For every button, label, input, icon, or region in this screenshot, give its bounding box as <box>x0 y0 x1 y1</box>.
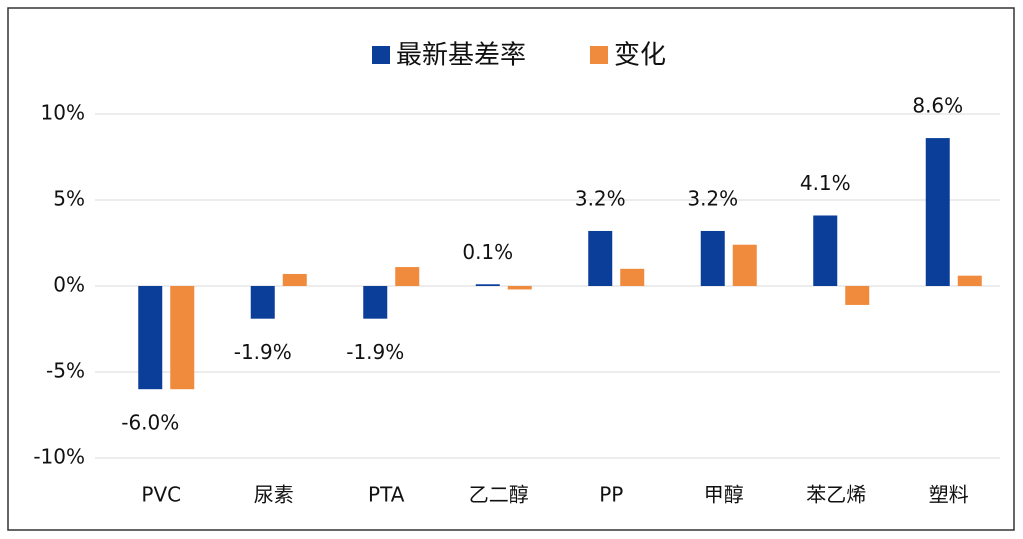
x-tick-label: PVC <box>141 483 181 507</box>
bar <box>363 286 388 319</box>
data-label: -6.0% <box>121 411 179 435</box>
data-label: 3.2% <box>687 186 738 210</box>
bar <box>138 286 163 390</box>
x-tick-label: 尿素 <box>254 483 294 507</box>
bar <box>588 230 613 286</box>
y-tick-label: 5% <box>53 187 85 211</box>
legend-swatch <box>372 46 390 64</box>
data-label: 4.1% <box>800 171 851 195</box>
chart-border <box>7 7 1015 531</box>
data-label: 3.2% <box>575 186 626 210</box>
x-tick-label: 塑料 <box>929 483 969 507</box>
data-label: 0.1% <box>462 240 513 264</box>
bar <box>700 230 725 286</box>
bar <box>250 286 275 319</box>
data-label: -1.9% <box>234 340 292 364</box>
bar <box>282 273 307 286</box>
bar <box>925 138 950 286</box>
bar <box>170 286 195 390</box>
x-tick-label: 苯乙烯 <box>806 483 866 507</box>
bar <box>395 267 420 286</box>
x-tick-label: PP <box>599 483 623 507</box>
data-label: -1.9% <box>346 340 404 364</box>
y-tick-label: 10% <box>41 101 85 125</box>
legend-swatch <box>590 46 608 64</box>
x-tick-label: PTA <box>368 483 405 507</box>
bar <box>813 215 838 286</box>
bar <box>620 268 645 286</box>
legend-label: 变化 <box>614 41 666 71</box>
bar <box>732 244 757 286</box>
bar <box>957 275 982 286</box>
y-tick-label: -5% <box>46 359 85 383</box>
data-label: 8.6% <box>912 94 963 118</box>
bar <box>845 286 870 305</box>
y-tick-label: 0% <box>53 273 85 297</box>
legend-label: 最新基差率 <box>396 41 526 71</box>
x-tick-label: 甲醇 <box>704 483 744 507</box>
bar <box>475 284 500 286</box>
x-tick-label: 乙二醇 <box>469 483 529 507</box>
bar <box>507 286 532 290</box>
y-tick-label: -10% <box>33 445 85 469</box>
